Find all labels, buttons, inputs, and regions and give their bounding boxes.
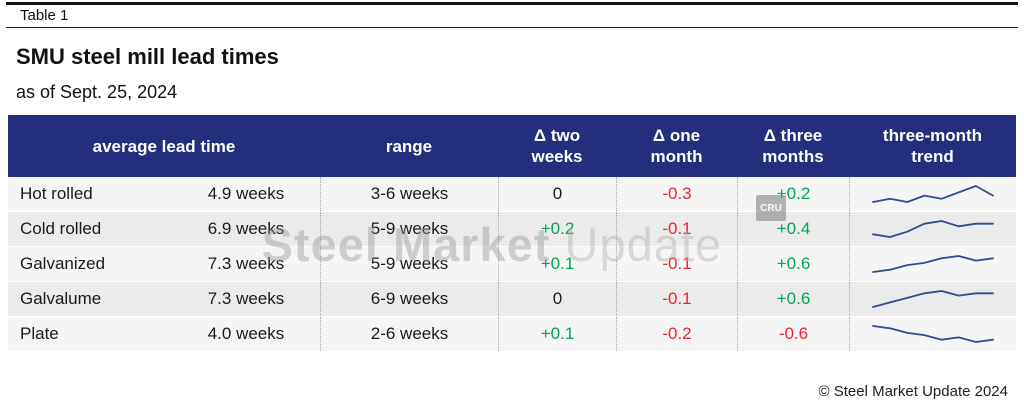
page-title: SMU steel mill lead times bbox=[16, 44, 279, 69]
top-divider bbox=[6, 2, 1018, 5]
trend-sparkline bbox=[849, 317, 1016, 351]
table-row: Galvalume 7.3 weeks 6-9 weeks 0 -0.1 +0.… bbox=[8, 282, 1016, 317]
avg-lead-time: 7.3 weeks bbox=[207, 289, 285, 308]
header-delta-one-month: Δ one month bbox=[616, 115, 737, 177]
range-value: 5-9 weeks bbox=[320, 247, 498, 281]
header-line: trend bbox=[911, 147, 954, 166]
table-row: Galvanized 7.3 weeks 5-9 weeks +0.1 -0.1… bbox=[8, 247, 1016, 282]
delta-one-month: -0.2 bbox=[616, 317, 737, 351]
lead-times-table: average lead time range Δ two weeks Δ on… bbox=[8, 115, 1016, 352]
copyright: © Steel Market Update 2024 bbox=[818, 383, 1009, 400]
table-row: Cold rolled 6.9 weeks 5-9 weeks +0.2 -0.… bbox=[8, 212, 1016, 247]
header-line: weeks bbox=[531, 147, 583, 166]
table-row: Hot rolled 4.9 weeks 3-6 weeks 0 -0.3 +0… bbox=[8, 177, 1016, 212]
product-name: Hot rolled bbox=[20, 184, 93, 203]
delta-two-weeks: +0.2 bbox=[498, 212, 616, 246]
avg-lead-time: 6.9 weeks bbox=[207, 219, 285, 238]
table-label: Table 1 bbox=[20, 7, 69, 24]
header-line: months bbox=[762, 147, 824, 166]
header-line: Δ three bbox=[763, 126, 823, 145]
trend-sparkline bbox=[849, 212, 1016, 246]
header-line: Δ one bbox=[652, 126, 701, 145]
range-value: 2-6 weeks bbox=[320, 317, 498, 351]
header-line: Δ two bbox=[533, 126, 581, 145]
product-name: Cold rolled bbox=[20, 219, 102, 238]
product-name: Plate bbox=[20, 324, 59, 343]
delta-two-weeks: +0.1 bbox=[498, 317, 616, 351]
product-name: Galvanized bbox=[20, 254, 106, 273]
range-value: 6-9 weeks bbox=[320, 282, 498, 316]
range-value: 3-6 weeks bbox=[320, 177, 498, 211]
delta-one-month: -0.1 bbox=[616, 212, 737, 246]
product-name: Galvalume bbox=[20, 289, 102, 308]
label-divider bbox=[6, 27, 1018, 28]
trend-sparkline bbox=[849, 247, 1016, 281]
table-row: Plate 4.0 weeks 2-6 weeks +0.1 -0.2 -0.6 bbox=[8, 317, 1016, 352]
delta-three-months: +0.4 bbox=[737, 212, 849, 246]
delta-two-weeks: 0 bbox=[498, 282, 616, 316]
delta-three-months: +0.6 bbox=[737, 247, 849, 281]
avg-lead-time: 7.3 weeks bbox=[207, 254, 285, 273]
avg-lead-time: 4.9 weeks bbox=[207, 184, 285, 203]
table-header-row: average lead time range Δ two weeks Δ on… bbox=[8, 115, 1016, 177]
delta-one-month: -0.3 bbox=[616, 177, 737, 211]
header-range: range bbox=[385, 136, 433, 156]
delta-one-month: -0.1 bbox=[616, 247, 737, 281]
delta-three-months: -0.6 bbox=[737, 317, 849, 351]
delta-two-weeks: 0 bbox=[498, 177, 616, 211]
delta-two-weeks: +0.1 bbox=[498, 247, 616, 281]
delta-three-months: +0.6 bbox=[737, 282, 849, 316]
header-delta-three-months: Δ three months bbox=[737, 115, 849, 177]
trend-sparkline bbox=[849, 177, 1016, 211]
delta-three-months: +0.2 bbox=[737, 177, 849, 211]
avg-lead-time: 4.0 weeks bbox=[207, 324, 285, 343]
delta-one-month: -0.1 bbox=[616, 282, 737, 316]
header-average-lead-time: average lead time bbox=[92, 136, 236, 156]
header-three-month-trend: three-month trend bbox=[849, 115, 1016, 177]
header-line: month bbox=[650, 147, 703, 166]
range-value: 5-9 weeks bbox=[320, 212, 498, 246]
date-subtitle: as of Sept. 25, 2024 bbox=[16, 82, 178, 102]
header-delta-two-weeks: Δ two weeks bbox=[498, 115, 616, 177]
trend-sparkline bbox=[849, 282, 1016, 316]
header-line: three-month bbox=[882, 126, 983, 145]
